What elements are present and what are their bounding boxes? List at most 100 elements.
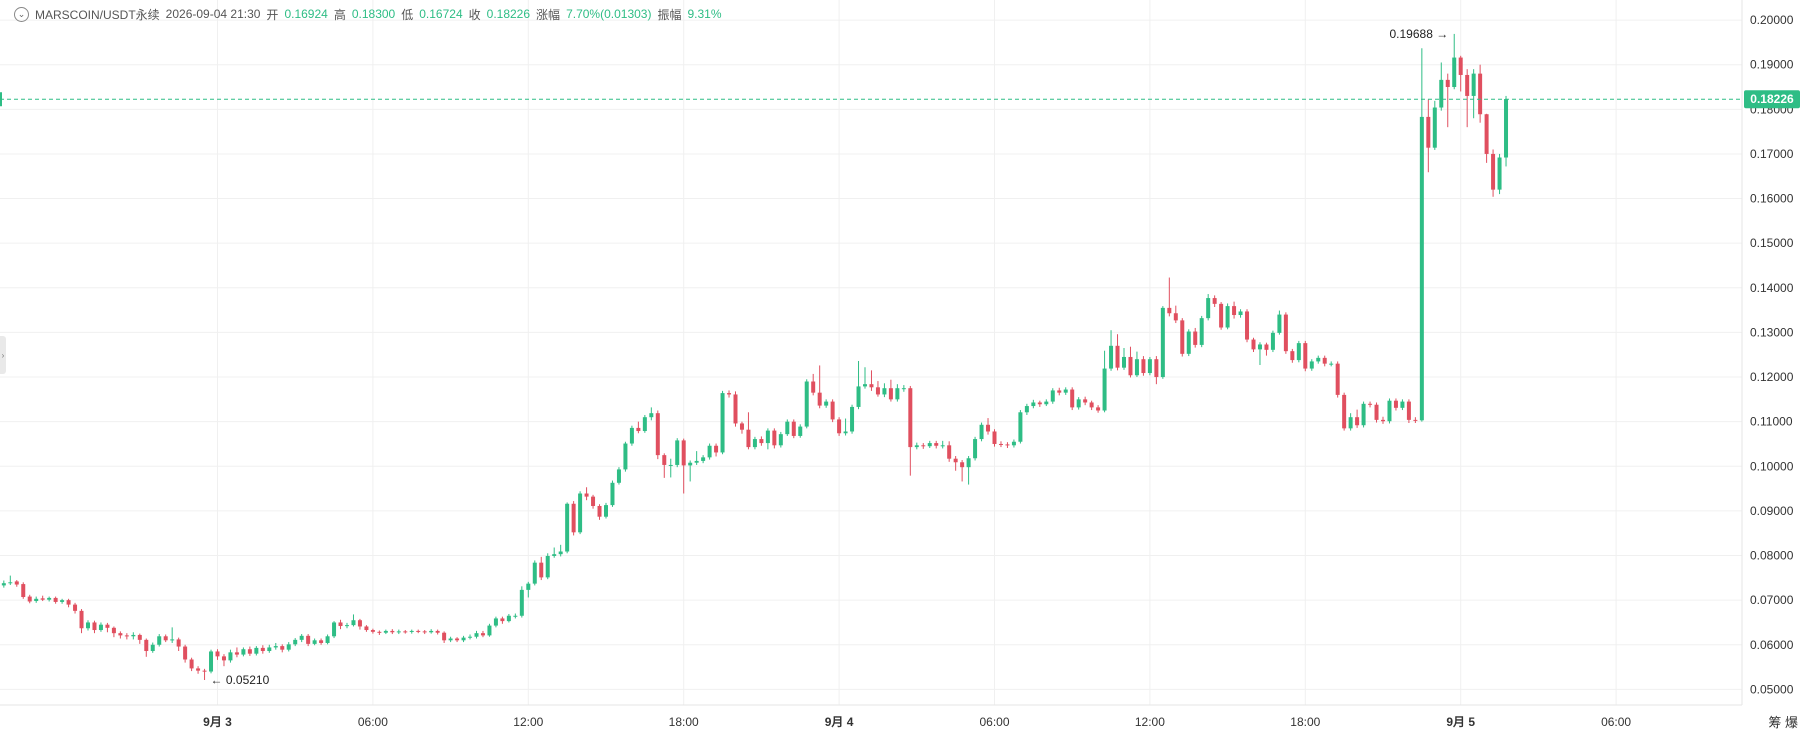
candle-body <box>157 636 162 645</box>
candle <box>888 379 893 402</box>
candle <box>992 429 997 447</box>
min-price-annotation: ← 0.05210 <box>211 673 270 687</box>
candle <box>86 620 90 631</box>
candle <box>325 634 330 645</box>
candle-body <box>1361 403 1366 426</box>
candle <box>1322 355 1327 367</box>
candle <box>940 440 945 449</box>
candle <box>500 616 505 624</box>
candle-body <box>986 424 991 432</box>
candle <box>1406 399 1411 423</box>
candle <box>79 609 84 634</box>
candle <box>986 418 991 435</box>
candle <box>215 649 220 660</box>
time-tick-label: 9月 4 <box>825 715 854 729</box>
price-axis[interactable]: 0.200000.190000.180000.170000.160000.150… <box>1750 13 1794 696</box>
candle <box>53 596 58 604</box>
candle-body <box>1309 361 1314 369</box>
candle-body <box>817 392 822 406</box>
candle-body <box>798 426 803 436</box>
candle-body <box>1057 390 1062 393</box>
candle <box>850 404 855 434</box>
candle-body <box>1257 344 1262 350</box>
time-tick-label: 12:00 <box>513 715 543 729</box>
candle <box>1096 405 1101 413</box>
candle <box>1309 359 1314 371</box>
price-tick-label: 0.07000 <box>1750 593 1794 607</box>
candle <box>1296 340 1301 363</box>
candle <box>254 646 259 656</box>
candle <box>1484 113 1489 163</box>
candle-body <box>312 640 317 644</box>
candle-body <box>837 419 842 434</box>
candle-body <box>869 384 874 388</box>
candle-body <box>1238 311 1243 316</box>
candle <box>1329 361 1334 367</box>
candle-body <box>228 652 233 661</box>
candle-body <box>325 636 330 643</box>
candle-body <box>746 429 751 448</box>
candle <box>124 633 129 640</box>
price-tick-label: 0.15000 <box>1750 236 1794 250</box>
candle <box>882 383 887 398</box>
candle <box>1504 95 1509 167</box>
candle-body <box>1018 412 1023 442</box>
candle <box>1335 361 1340 398</box>
max-price-annotation: 0.19688 → <box>1390 27 1449 41</box>
high-label: 高 <box>333 7 346 22</box>
corner-label[interactable]: 筹 爆 <box>1768 715 1798 730</box>
candle-body <box>390 630 395 633</box>
candle <box>1199 315 1204 348</box>
candle <box>636 421 641 434</box>
candle-body <box>778 434 783 446</box>
candle-body <box>357 620 362 627</box>
change-value: 7.70%(0.01303) <box>566 7 652 21</box>
candle-body <box>610 482 615 506</box>
candle-body <box>1134 359 1139 376</box>
candle <box>105 622 110 633</box>
candle <box>629 425 634 446</box>
candle <box>137 633 142 644</box>
candle <box>221 654 226 667</box>
candle-body <box>260 647 265 652</box>
candle-body <box>409 630 414 632</box>
candle-body <box>571 503 576 533</box>
side-panel-handle[interactable]: › <box>0 336 6 374</box>
candle <box>778 431 783 448</box>
candle <box>1342 392 1347 431</box>
candle-body <box>927 443 932 447</box>
time-axis[interactable]: 9月 3 06:00 12:00 18:00 9月 4 06:00 12:00 18:00 9月… <box>203 715 1631 729</box>
candle <box>209 649 214 674</box>
candle-body <box>396 631 401 633</box>
candle <box>27 594 32 604</box>
candle-body <box>578 493 583 533</box>
candle <box>312 638 317 646</box>
candle-body <box>888 388 893 400</box>
candle <box>552 547 557 558</box>
vertical-grid <box>217 0 1617 705</box>
candle-body <box>1089 402 1094 408</box>
candle-body <box>1497 157 1502 190</box>
candle-body <box>824 401 829 406</box>
candle <box>1491 149 1496 197</box>
candle <box>131 632 136 640</box>
symbol-label[interactable]: MARSCOIN/USDT永续 <box>35 7 160 22</box>
amplitude-value: 9.31% <box>687 7 722 21</box>
candle <box>435 629 440 635</box>
collapse-chevron-icon[interactable]: ⌄ <box>14 6 29 22</box>
candle <box>461 635 466 643</box>
candle <box>1005 442 1010 448</box>
candle <box>914 442 919 450</box>
candle <box>1270 330 1275 353</box>
price-tick-label: 0.10000 <box>1750 459 1794 473</box>
candle <box>416 629 421 634</box>
candle-body <box>604 505 608 517</box>
candle <box>668 458 673 478</box>
last-price-badge[interactable] <box>1744 90 1800 109</box>
candle <box>1465 69 1470 128</box>
candle-body <box>1160 307 1165 378</box>
candle <box>260 645 265 654</box>
candle <box>150 642 155 653</box>
